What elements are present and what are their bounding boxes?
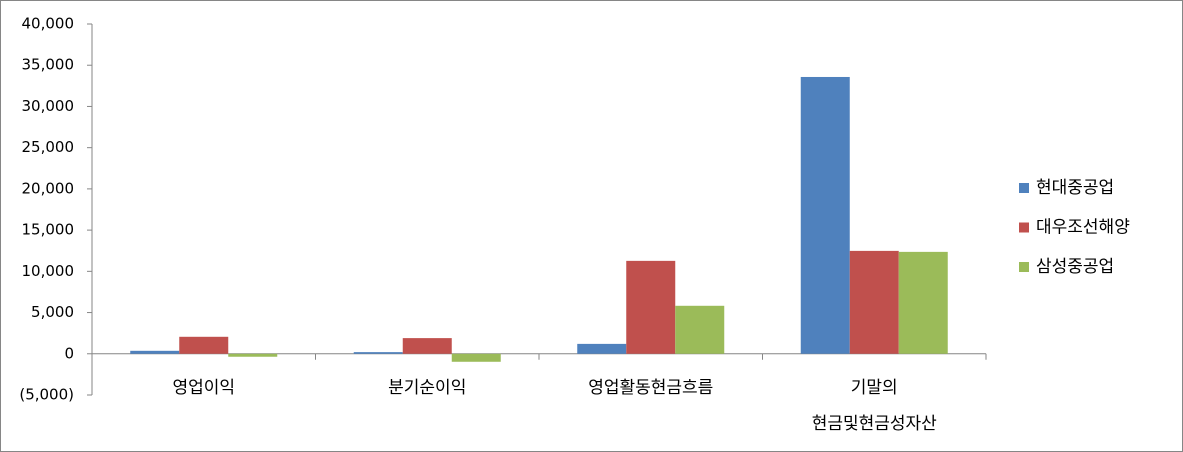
bar: [800, 76, 850, 354]
y-tick-label: 35,000: [22, 56, 75, 74]
bar: [626, 260, 676, 354]
y-tick-label: 25,000: [22, 138, 75, 156]
legend-swatch: [1019, 262, 1029, 272]
y-tick-label: 10,000: [22, 262, 75, 280]
y-tick-label: 15,000: [22, 221, 75, 239]
y-tick-label: 20,000: [22, 179, 75, 197]
bar: [130, 350, 180, 354]
bar: [179, 336, 229, 354]
bar: [849, 250, 899, 354]
legend-label: 현대중공업: [1036, 178, 1114, 198]
y-tick-label: 5,000: [31, 303, 74, 321]
y-tick-label: 0: [64, 344, 74, 362]
x-tick-label: 기말의 현금및현금성자산: [811, 378, 937, 434]
legend-swatch: [1019, 222, 1029, 233]
bar: [228, 353, 278, 357]
x-tick-label: 영업이익: [172, 378, 236, 398]
bar: [577, 343, 627, 354]
x-tick-label: 분기순이익: [388, 378, 467, 398]
y-tick-label: 30,000: [22, 97, 75, 115]
bar: [675, 305, 725, 354]
legend-swatch: [1019, 183, 1029, 193]
bar: [353, 352, 403, 354]
bar: [898, 251, 948, 354]
legend-label: 삼성중공업: [1036, 257, 1114, 277]
y-tick-label: 40,000: [22, 15, 75, 33]
bar: [402, 338, 452, 354]
legend-label: 대우조선해양: [1036, 218, 1130, 238]
x-tick-label: 영업활동현금흐름: [588, 378, 714, 398]
bar: [451, 353, 501, 362]
y-tick-label: (5,000): [19, 386, 74, 404]
